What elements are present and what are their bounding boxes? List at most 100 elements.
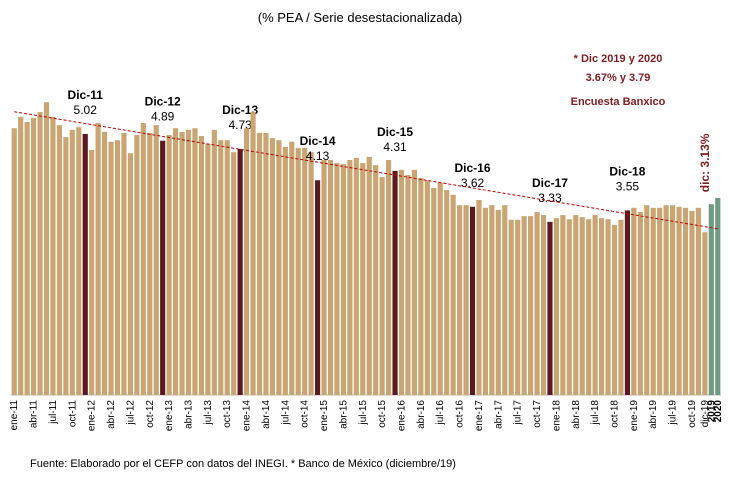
point-name: Dic-12 <box>145 95 181 109</box>
x-tick-label: oct-17 <box>532 400 543 428</box>
bar <box>450 194 456 395</box>
data-label: 4.89 <box>151 110 175 124</box>
bar <box>114 140 121 395</box>
x-tick-label: 2019 <box>706 400 717 423</box>
bar <box>289 141 295 395</box>
x-tick-label: oct-12 <box>145 400 156 428</box>
x-tick-label: abr-14 <box>261 400 272 429</box>
bar <box>37 112 43 396</box>
bar <box>547 221 553 395</box>
bar <box>121 132 127 396</box>
bar <box>295 148 301 395</box>
point-name: Dic-17 <box>532 176 568 190</box>
x-tick-label: ene-11 <box>9 400 20 431</box>
bar <box>147 132 153 396</box>
bar <box>18 116 24 396</box>
bar <box>650 207 656 395</box>
x-tick-label: jul-14 <box>280 400 291 426</box>
data-label: 3.55 <box>616 179 640 193</box>
bar <box>437 182 443 395</box>
bar <box>644 205 650 395</box>
x-tick-label: jul-19 <box>668 400 679 426</box>
bar <box>502 205 508 395</box>
bar <box>198 136 204 396</box>
x-tick-label: jul-11 <box>48 400 59 425</box>
bar <box>463 205 469 395</box>
bar <box>282 146 288 395</box>
bar <box>418 178 424 395</box>
bar <box>431 188 437 395</box>
bar <box>637 211 643 395</box>
bar <box>534 211 540 395</box>
bar <box>631 207 637 395</box>
bar <box>657 207 663 395</box>
bar <box>702 232 708 395</box>
bar <box>624 210 630 395</box>
x-tick-label: oct-19 <box>687 400 698 428</box>
point-name: Dic-11 <box>68 88 104 102</box>
bar <box>457 205 463 395</box>
bar <box>708 204 714 395</box>
bar <box>140 123 146 395</box>
x-tick-label: oct-13 <box>222 400 233 428</box>
x-tick-label: ene-14 <box>242 400 253 432</box>
x-tick-label: abr-12 <box>106 400 117 429</box>
bar <box>489 205 495 395</box>
x-tick-label: oct-16 <box>455 400 466 428</box>
x-tick-label: ene-13 <box>164 400 175 432</box>
x-tick-label: jul-12 <box>125 400 136 426</box>
bar <box>224 140 230 395</box>
bar <box>482 207 488 395</box>
bar <box>321 159 327 395</box>
bar <box>192 128 198 396</box>
bar <box>528 216 534 395</box>
bar <box>495 209 501 395</box>
x-tick-label: oct-14 <box>300 400 311 428</box>
x-tick-label: jul-13 <box>203 400 214 426</box>
x-tick-label: abr-19 <box>648 400 659 429</box>
bar <box>179 131 185 395</box>
x-tick-label: dic-19 <box>700 400 711 428</box>
point-name: Dic-16 <box>454 161 490 175</box>
bar <box>579 217 585 395</box>
bar <box>340 164 346 395</box>
bar <box>185 129 192 396</box>
bar <box>508 219 514 395</box>
bar <box>553 218 559 395</box>
bar <box>540 215 547 395</box>
x-tick-label: abr-17 <box>493 400 504 429</box>
bar <box>592 215 598 395</box>
x-tick-label: abr-15 <box>338 400 349 429</box>
bar <box>695 207 701 395</box>
x-tick-label: abr-13 <box>184 400 195 429</box>
bar <box>31 117 37 395</box>
bar <box>618 219 624 395</box>
bar <box>308 152 314 395</box>
bar <box>476 200 482 395</box>
bar <box>405 175 411 395</box>
bar <box>276 140 282 395</box>
x-tick-label: oct-15 <box>377 400 388 428</box>
x-tick-label: ene-12 <box>87 400 98 432</box>
bar <box>663 205 669 395</box>
bar <box>398 169 405 395</box>
bar <box>256 132 263 396</box>
bar <box>205 143 211 395</box>
bar <box>347 159 353 395</box>
bar <box>89 150 95 395</box>
x-tick-label: abr-18 <box>571 400 582 429</box>
bar <box>521 216 527 395</box>
point-name: Dic-15 <box>377 125 413 139</box>
bar <box>515 219 521 395</box>
bar <box>69 129 75 396</box>
bar <box>237 149 243 395</box>
bar <box>24 122 30 395</box>
bar <box>82 133 88 395</box>
note: 3.67% y 3.79 <box>586 72 651 84</box>
x-tick-label: jul-18 <box>590 400 601 426</box>
bar <box>566 219 572 395</box>
bar <box>50 116 56 396</box>
x-tick-label: abr-11 <box>29 400 40 429</box>
bar <box>392 170 398 395</box>
